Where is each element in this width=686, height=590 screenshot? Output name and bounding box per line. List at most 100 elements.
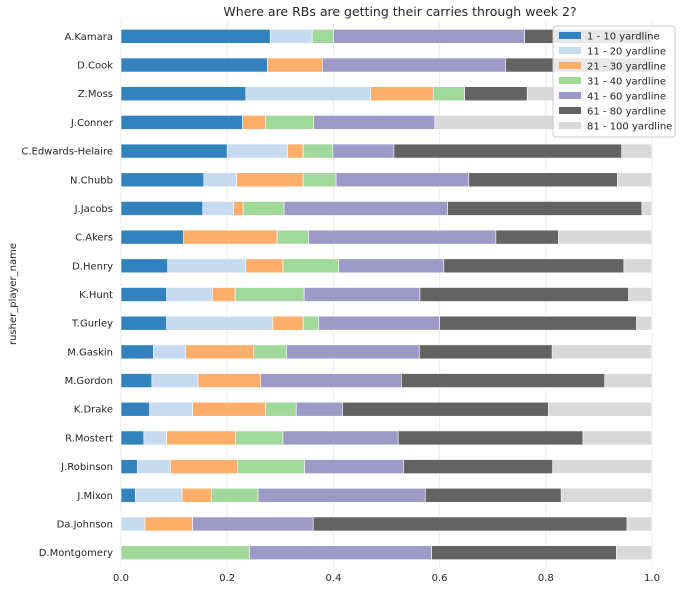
bar-segment xyxy=(137,459,171,474)
y-tick-label: D.Henry xyxy=(72,261,113,272)
bar-segment xyxy=(548,401,653,417)
bar-segment xyxy=(149,401,193,417)
y-axis-title: rusher_player_name xyxy=(8,243,19,345)
bar-segment xyxy=(166,315,274,331)
bar-segment xyxy=(233,201,244,216)
x-tick-label: 1.0 xyxy=(644,573,660,584)
y-tick-label: C.Akers xyxy=(75,233,113,244)
bar-segment xyxy=(120,373,153,388)
legend-label: 61 - 80 yardline xyxy=(587,107,666,118)
bar-segment xyxy=(226,143,289,159)
bar-segment xyxy=(282,258,340,274)
bar-segment xyxy=(464,86,528,102)
bar-segment xyxy=(236,459,306,474)
y-tick-label: K.Drake xyxy=(74,405,113,416)
bar-segment xyxy=(302,315,319,331)
bar-segment xyxy=(303,287,421,302)
bar-segment xyxy=(397,430,584,446)
bar-segment xyxy=(468,172,618,188)
bar-segment xyxy=(401,373,606,388)
legend: 1 - 10 yardline 11 - 20 yardline 21 - 30 y… xyxy=(552,25,676,138)
bar-segment xyxy=(641,201,653,216)
bar-segment xyxy=(443,258,625,274)
bar-segment xyxy=(623,258,653,274)
bar-segment xyxy=(166,430,236,446)
bar-segment xyxy=(439,315,637,331)
bar-segment xyxy=(120,430,145,446)
bar-segment xyxy=(203,172,238,188)
bar-segment xyxy=(335,172,470,188)
bar-segment xyxy=(621,143,653,159)
bar-segment xyxy=(617,172,653,188)
legend-label: 21 - 30 yardline xyxy=(587,62,666,73)
bar-segment xyxy=(167,258,247,274)
y-tick-label: K.Hunt xyxy=(79,290,113,301)
bar-segment xyxy=(242,201,285,216)
legend-swatch xyxy=(559,92,581,99)
y-tick-label: R.Mostert xyxy=(65,433,113,444)
bar-segment xyxy=(342,401,549,417)
y-tick-label: Z.Moss xyxy=(78,89,113,100)
bar-segment xyxy=(202,201,234,216)
bar-segment xyxy=(144,516,193,532)
bar-segment xyxy=(552,459,653,474)
legend-swatch xyxy=(559,107,581,114)
bar-segment xyxy=(265,115,315,130)
bar-segment xyxy=(287,143,304,159)
legend-label: 81 - 100 yardline xyxy=(587,122,672,133)
bar-segment xyxy=(143,430,167,446)
bar-segment xyxy=(245,86,371,102)
bar-segment xyxy=(370,86,434,102)
legend-swatch xyxy=(559,62,581,69)
bar-segment xyxy=(272,315,304,331)
bar-segment xyxy=(424,487,562,503)
bar-segment xyxy=(120,287,167,302)
bar-segment xyxy=(308,229,497,245)
y-tick-label: J.Conner xyxy=(70,118,114,129)
bar-segment xyxy=(234,287,305,302)
bar-segment xyxy=(120,516,146,532)
y-tick-label: D.Cook xyxy=(77,61,113,72)
y-tick-label: M.Gordon xyxy=(65,376,113,387)
y-tick-label: M.Gaskin xyxy=(67,347,113,358)
bar-segment xyxy=(197,373,261,388)
bar-segment xyxy=(304,459,404,474)
bars xyxy=(120,29,653,560)
bar-segment xyxy=(192,401,266,417)
y-tick-label: T.Gurley xyxy=(71,319,113,330)
bar-segment xyxy=(265,401,297,417)
bar-segment xyxy=(332,143,395,159)
bar-segment xyxy=(286,344,420,360)
bar-segment xyxy=(560,487,653,503)
bar-segment xyxy=(333,29,525,44)
bar-segment xyxy=(318,315,440,331)
legend-swatch xyxy=(559,77,581,84)
legend-swatch xyxy=(559,32,581,39)
bar-segment xyxy=(236,172,304,188)
bar-segment xyxy=(302,172,337,188)
bar-segment xyxy=(431,545,617,560)
legend-swatch xyxy=(559,122,581,129)
bar-segment xyxy=(210,487,259,503)
bar-segment xyxy=(582,430,653,446)
y-tick-label: Da.Johnson xyxy=(57,519,113,530)
bar-segment xyxy=(269,29,313,44)
bar-segment xyxy=(120,401,150,417)
bar-segment xyxy=(235,430,284,446)
bar-segment xyxy=(120,545,250,560)
bar-segment xyxy=(616,545,653,560)
bar-segment xyxy=(120,258,169,274)
bar-segment xyxy=(170,459,238,474)
x-tick-label: 0.2 xyxy=(219,573,235,584)
bar-segment xyxy=(120,57,268,73)
y-tick-label: A.Kamara xyxy=(65,32,113,43)
bar-segment xyxy=(120,143,228,159)
y-tick-label: J.Jacobs xyxy=(74,204,113,215)
bar-segment xyxy=(403,459,554,474)
y-tick-label: N.Chubb xyxy=(70,175,113,186)
bar-segment xyxy=(120,229,184,245)
bar-segment xyxy=(249,545,432,560)
legend-label: 1 - 10 yardline xyxy=(587,32,660,43)
bar-segment xyxy=(120,487,136,503)
